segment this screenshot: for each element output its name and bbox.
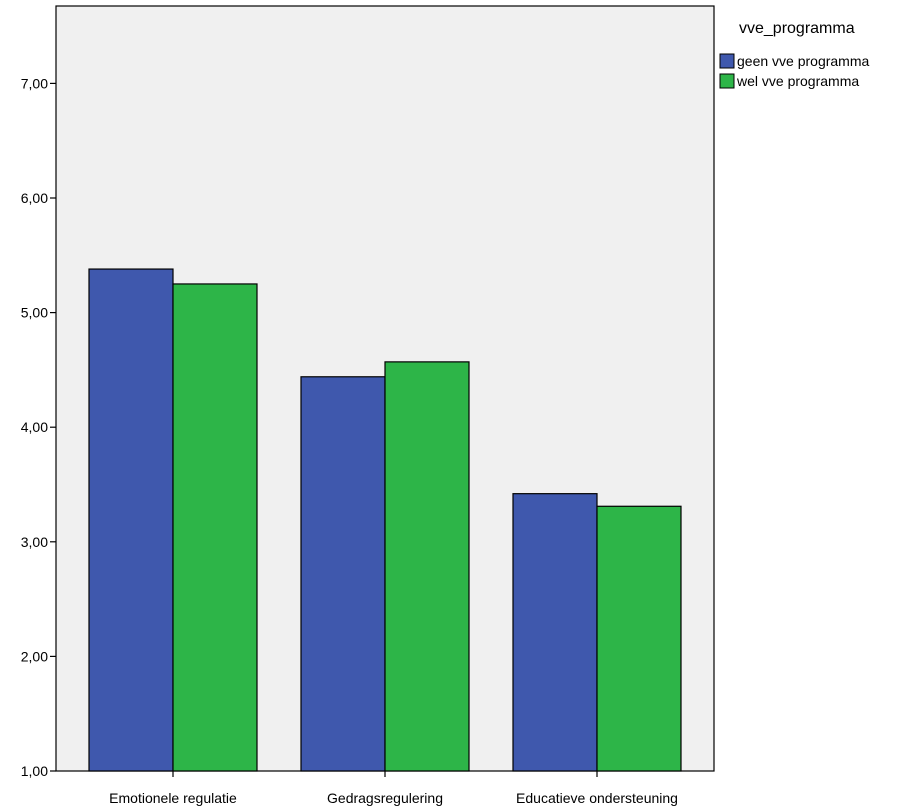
legend: vve_programma geen vve programma wel vve … [719,20,870,89]
bar-geen-1 [88,268,174,772]
y-tick-label: 2,00 [21,648,48,664]
y-tick-label: 6,00 [21,190,48,206]
bars [88,268,682,772]
x-category-label: Emotionele regulatie [109,790,237,806]
bar-geen-2 [300,376,386,772]
legend-swatch-geen [719,53,735,69]
y-tick-label: 4,00 [21,419,48,435]
legend-title: vve_programma [739,20,855,37]
y-axis: 1,00 2,00 3,00 4,00 5,00 6,00 7,00 [21,75,56,779]
legend-label-wel: wel vve programma [736,73,859,89]
y-tick-label: 7,00 [21,75,48,91]
bar-wel-3 [596,505,682,772]
y-tick-label: 5,00 [21,305,48,321]
x-category-label: Gedragsregulering [327,790,443,806]
legend-label-geen: geen vve programma [737,53,870,69]
bar-wel-2 [384,361,470,772]
bar-geen-3 [512,493,598,772]
y-tick-label: 1,00 [21,763,48,779]
x-axis: Emotionele regulatie Gedragsregulering Edu… [109,771,678,806]
x-category-label: Educatieve ondersteuning [516,790,678,806]
y-tick-label: 3,00 [21,534,48,550]
bar-wel-1 [172,283,258,772]
legend-swatch-wel [719,73,735,89]
